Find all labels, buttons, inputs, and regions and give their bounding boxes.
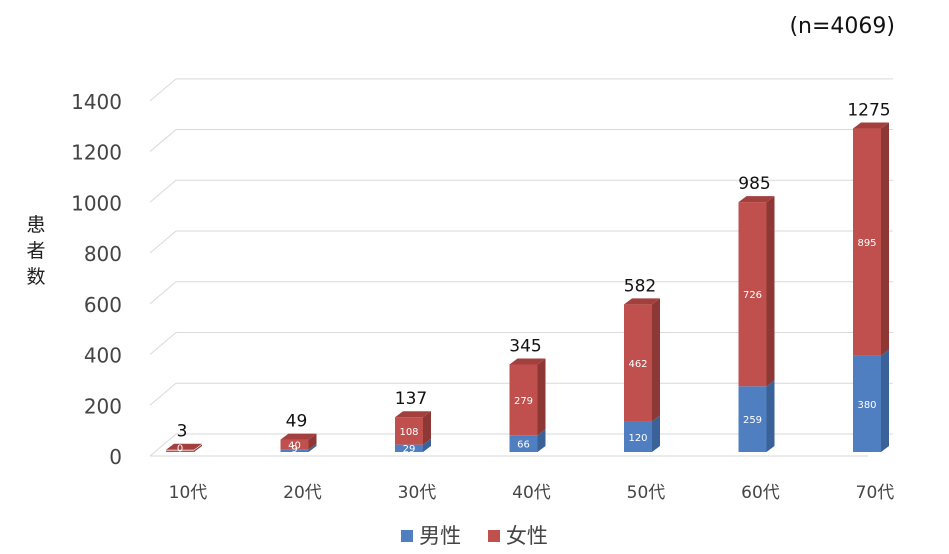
bar-female-side [652, 298, 660, 422]
legend: 男性 女性 [0, 520, 949, 550]
bar-total-label: 49 [286, 412, 308, 432]
x-tick-label: 30代 [398, 483, 437, 503]
bar-total-label: 582 [624, 276, 656, 296]
legend-label-female: 女性 [505, 524, 548, 548]
bar-top-cap [624, 298, 660, 305]
bar-total-label: 1275 [847, 101, 890, 121]
bar-male-side [881, 349, 889, 452]
bar-female-front [395, 417, 423, 445]
bar-male-side [537, 429, 546, 452]
y-axis-label: 患者数 [26, 214, 46, 288]
y-tick-label: 1400 [71, 90, 122, 114]
y-tick-label: 1200 [71, 141, 122, 165]
bar-total-label: 3 [177, 422, 188, 442]
x-tick-label: 50代 [627, 483, 666, 503]
x-axis-ticks: 10代20代30代40代50代60代70代80代90代100代 [169, 483, 895, 503]
segment-label-female: 462 [628, 359, 647, 370]
bar-male-side [652, 415, 660, 452]
bar-female-side [308, 433, 317, 450]
bars: 0 3 940 49 29 108 137 66 279 345 120 462 582 259 726 98… [166, 101, 891, 455]
sample-size-note: (n=4069) [789, 14, 895, 39]
y-tick-label: 800 [84, 242, 122, 266]
bar-male-front [280, 449, 309, 452]
gridline-left-4 [149, 230, 177, 254]
bar-female-front [509, 364, 538, 436]
bar-top-cap [853, 122, 889, 129]
y-axis-ticks: 0 200 400 600 800 1000 1200 1400 [71, 90, 122, 469]
bar-top-cap [509, 358, 546, 365]
y-tick-label: 0 [109, 445, 122, 469]
x-tick-label: 20代 [283, 483, 322, 503]
gridline-left-0 [149, 433, 177, 457]
bar-female-side [881, 122, 889, 356]
gridline-left-3 [149, 281, 177, 305]
bar-male-front [738, 386, 767, 452]
bar-top-cap [395, 411, 431, 418]
bar-male-front [624, 421, 652, 452]
bar-total-label: 985 [738, 174, 770, 194]
gridline-left-5 [149, 179, 177, 203]
segment-label-male: 259 [743, 415, 762, 426]
y-tick-label: 1000 [71, 191, 122, 215]
segment-label-male: 380 [857, 400, 876, 411]
bar-total-label: 345 [509, 336, 541, 356]
bar-female-side [537, 358, 546, 436]
segment-label-female: 895 [857, 238, 876, 249]
gridline-left-7 [149, 78, 177, 102]
bar-male-front [395, 444, 423, 452]
x-tick-label: 10代 [169, 483, 208, 503]
bar-female-side [194, 444, 202, 452]
segment-label-male: 9 [291, 444, 297, 455]
x-tick-label: 40代 [512, 483, 551, 503]
y-tick-label: 200 [84, 394, 122, 418]
x-tick-label: 60代 [741, 483, 780, 503]
bar-female-side [423, 411, 431, 445]
bar-top-cap [738, 196, 775, 203]
bar-female-front [624, 304, 652, 422]
segment-label-male: 120 [628, 433, 647, 444]
segment-label-male: 0 [177, 444, 183, 455]
bar-female-front [280, 439, 309, 450]
segment-label-female: 108 [399, 427, 418, 438]
gridline-left-6 [149, 129, 177, 152]
legend-swatch-male [401, 530, 414, 542]
segment-label-female: 726 [743, 290, 762, 301]
bar-male-front [509, 435, 538, 452]
bar-female-front [853, 128, 881, 356]
segment-label-male: 29 [403, 444, 416, 455]
gridline-left-2 [149, 332, 177, 355]
legend-swatch-female [487, 530, 500, 542]
bar-total-label: 137 [395, 389, 427, 409]
legend-item-female: 女性 [487, 520, 548, 550]
bar-female-front [166, 450, 194, 452]
segment-label-female: 279 [514, 396, 533, 407]
bar-female-side [766, 196, 775, 387]
bar-male-front [853, 355, 881, 452]
segment-label-female: 40 [288, 441, 301, 452]
legend-item-male: 男性 [401, 520, 461, 550]
bar-top-cap [280, 433, 317, 440]
bar-female-front [738, 202, 767, 387]
y-tick-label: 400 [84, 344, 122, 368]
x-tick-label: 70代 [856, 483, 895, 503]
bar-male-side [423, 438, 431, 452]
segment-label-male: 66 [517, 440, 530, 451]
bar-male-side [308, 443, 317, 452]
bar-top-cap [166, 443, 202, 450]
y-tick-label: 600 [84, 293, 122, 317]
legend-label-male: 男性 [419, 524, 462, 548]
bar-male-side [766, 380, 775, 452]
gridline-left-1 [149, 382, 177, 406]
